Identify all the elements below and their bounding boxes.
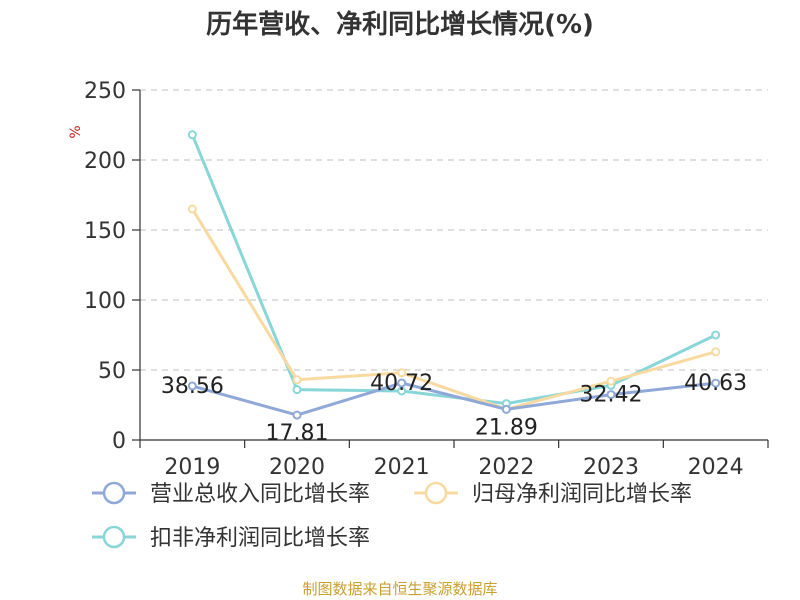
legend-marker <box>102 525 126 549</box>
x-tick-label: 2023 <box>583 455 639 480</box>
data-label: 38.56 <box>161 374 224 399</box>
x-tick-label: 2022 <box>478 455 534 480</box>
data-label: 40.63 <box>684 371 747 396</box>
legend-label: 营业总收入同比增长率 <box>150 482 370 507</box>
series-layer <box>187 130 721 420</box>
y-tick-label: 200 <box>84 149 126 174</box>
axes: 0 50 100 150 200 250% 2019 2020 2021 2022 2023 2024 <box>68 79 769 480</box>
legend-label: 扣非净利润同比增长率 <box>150 526 370 551</box>
series-point-1 <box>711 347 721 357</box>
legend-marker <box>102 481 126 505</box>
chart-title: 历年营收、净利同比增长情况(%) <box>206 10 594 40</box>
x-tick-label: 2024 <box>688 455 744 480</box>
x-tick-label: 2019 <box>164 455 220 480</box>
legend-item-1: 归母净利润同比增长率 <box>414 481 692 507</box>
series-point-0 <box>187 381 197 391</box>
y-tick-label: 150 <box>84 219 126 244</box>
y-axis-unit: % <box>68 125 84 138</box>
data-label: 32.42 <box>580 383 643 408</box>
y-tick-label: 0 <box>112 429 126 454</box>
series-point-2 <box>292 385 302 395</box>
series-point-1 <box>292 375 302 385</box>
series-point-1 <box>187 204 197 214</box>
x-tick-label: 2021 <box>374 455 430 480</box>
x-tick-label: 2020 <box>269 455 325 480</box>
series-point-2 <box>711 330 721 340</box>
data-label: 40.72 <box>370 371 433 396</box>
series-point-0 <box>606 390 616 400</box>
grid-lines <box>140 89 768 371</box>
series-point-0 <box>501 404 511 414</box>
series-point-0 <box>397 378 407 388</box>
series-point-1 <box>397 368 407 378</box>
series-point-0 <box>711 378 721 388</box>
legend-item-2: 扣非净利润同比增长率 <box>92 525 370 551</box>
source-note: 制图数据来自恒生聚源数据库 <box>302 580 498 598</box>
series-line-0 <box>191 381 716 417</box>
series-point-2 <box>187 130 197 140</box>
legend-label: 归母净利润同比增长率 <box>472 482 692 507</box>
legend-item-0: 营业总收入同比增长率 <box>92 481 370 507</box>
y-tick-label: 50 <box>98 359 126 384</box>
series-line-2 <box>190 134 717 406</box>
series-point-2 <box>397 386 407 396</box>
y-tick-label: 250 <box>84 79 126 104</box>
legend-marker <box>424 481 448 505</box>
series-point-1 <box>606 376 616 386</box>
y-tick-label: 100 <box>84 289 126 314</box>
data-label: 17.81 <box>266 421 329 446</box>
series-point-0 <box>292 410 302 420</box>
data-labels: 38.56 17.81 40.72 21.89 32.42 40.63 <box>161 371 747 446</box>
data-label: 21.89 <box>475 415 538 440</box>
series-line-1 <box>191 208 717 411</box>
